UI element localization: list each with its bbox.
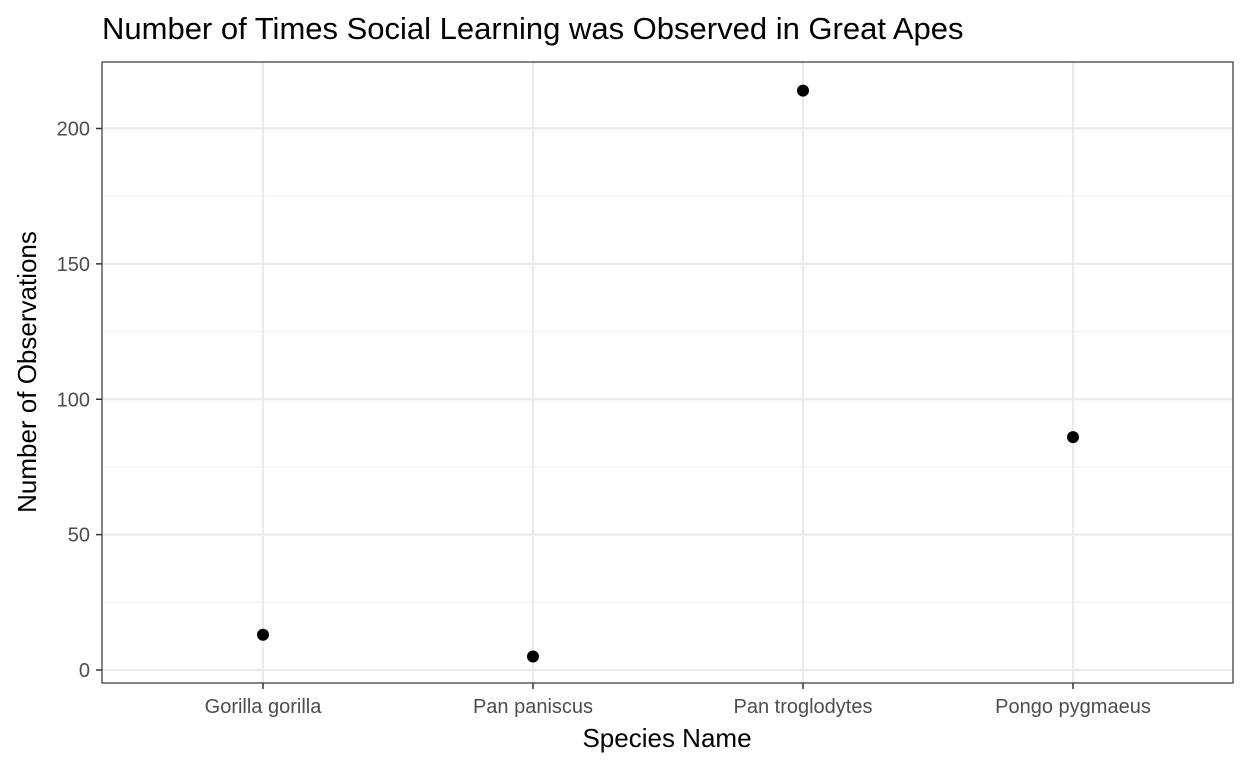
major-gridlines (102, 62, 1233, 683)
data-point (1067, 431, 1079, 444)
panel-border (101, 61, 1234, 684)
x-tick-label: Pongo pygmaeus (995, 696, 1151, 718)
x-tick-label: Gorilla gorilla (205, 696, 323, 718)
data-point (527, 650, 539, 663)
x-tick-label: Pan troglodytes (734, 696, 873, 718)
x-axis-title: Species Name (582, 723, 751, 753)
x-axis: Gorilla gorilla Pan paniscus Pan troglodyt… (205, 683, 1151, 718)
plot-panel (101, 61, 1234, 684)
y-tick-label: 0 (79, 660, 90, 682)
y-axis: 0 50 100 150 200 (57, 119, 102, 682)
y-tick-label: 200 (57, 119, 90, 141)
minor-gridlines (102, 195, 1233, 603)
y-tick-label: 150 (57, 254, 90, 276)
y-axis-title: Number of Observations (12, 231, 42, 513)
x-tick-label: Pan paniscus (473, 696, 593, 718)
data-point (797, 84, 809, 97)
chart-title: Number of Times Social Learning was Obse… (102, 11, 964, 46)
y-tick-label: 50 (68, 525, 90, 547)
y-tick-label: 100 (57, 389, 90, 411)
data-points (257, 84, 1079, 663)
data-point (257, 628, 269, 641)
